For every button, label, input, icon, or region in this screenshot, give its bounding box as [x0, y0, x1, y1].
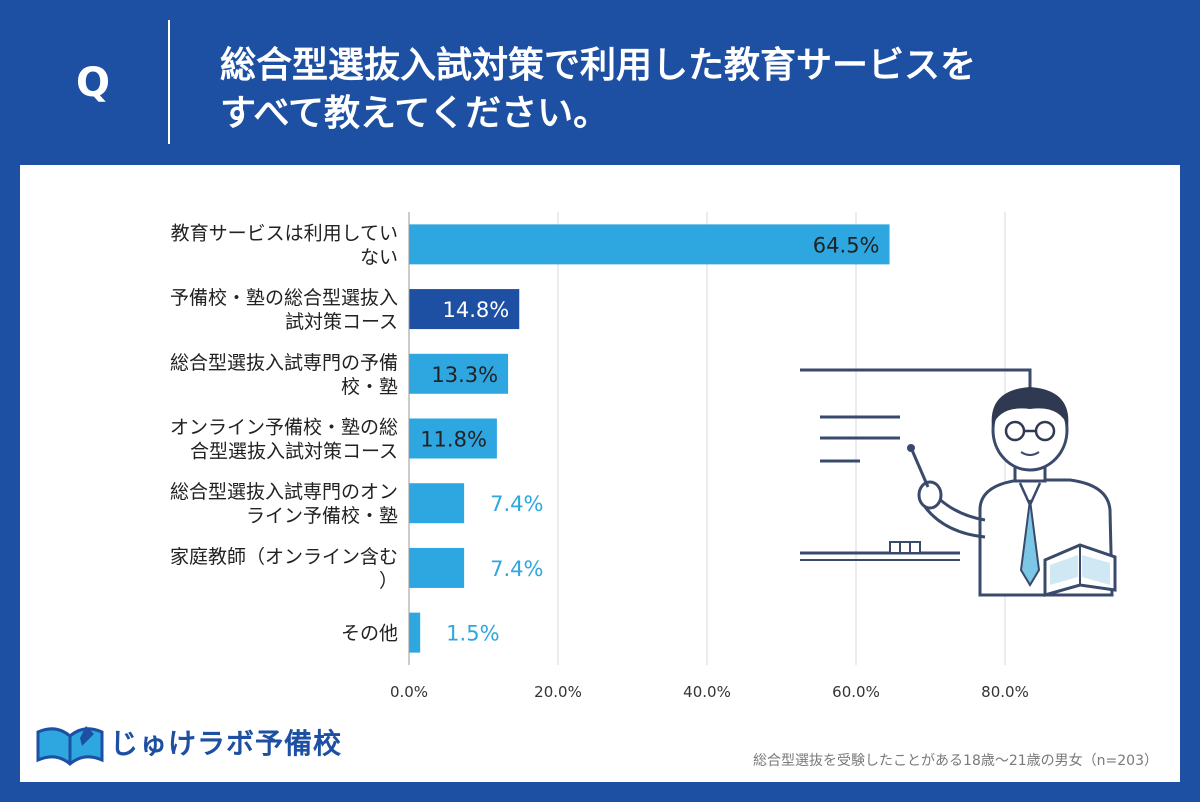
bars: 64.5% 14.8% 13.3% 11.8% 7.4% 7.4% 1.5% — [409, 224, 890, 653]
chart-panel: 64.5% 14.8% 13.3% 11.8% 7.4% 7.4% 1.5% 教育サービスは… — [20, 165, 1180, 782]
bar-value-label: 11.8% — [420, 428, 487, 452]
bar-value-label: 7.4% — [490, 492, 543, 516]
x-tick-label: 40.0% — [683, 683, 731, 701]
x-tick-label: 60.0% — [832, 683, 880, 701]
brand-logo: じゅけラボ予備校 — [34, 712, 341, 768]
category-label: その他 — [341, 623, 398, 645]
book-logo-icon — [36, 726, 104, 766]
bar — [409, 289, 520, 330]
category-label: 予備校・塾の総合型選抜入 — [170, 287, 398, 309]
bar-value-label: 1.5% — [446, 622, 499, 646]
bar-value-label: 14.8% — [443, 298, 510, 322]
bar-value-label: 64.5% — [813, 233, 880, 257]
x-tick-labels: 0.0% 20.0% 40.0% 60.0% 80.0% — [390, 683, 1029, 701]
teacher-illustration — [800, 368, 1117, 597]
bar — [409, 353, 509, 394]
bar — [409, 547, 465, 588]
category-label: ライン予備校・塾 — [246, 505, 398, 527]
question-text: 総合型選抜入試対策で利用した教育サービスを すべて教えてください。 — [220, 42, 1120, 138]
category-label: 家庭教師（オンライン含む — [170, 546, 398, 568]
category-label: オンライン予備校・塾の総 — [170, 417, 398, 439]
x-tick-label: 0.0% — [390, 683, 428, 701]
bar — [409, 483, 465, 524]
category-label: 教育サービスは利用してい — [171, 222, 398, 244]
bar — [409, 612, 421, 653]
category-label: 総合型選抜入試専門の予備 — [170, 352, 398, 374]
brand-name: じゅけラボ予備校 — [110, 727, 343, 760]
bar — [409, 418, 497, 459]
category-label: ない — [360, 246, 398, 268]
bar-value-label: 13.3% — [431, 363, 498, 387]
bar-value-label: 7.4% — [490, 557, 543, 581]
gridlines — [557, 212, 1006, 665]
x-tick-label: 20.0% — [534, 683, 582, 701]
category-label: 試対策コース — [285, 311, 398, 333]
category-labels: 教育サービスは利用していない予備校・塾の総合型選抜入試対策コース総合型選抜入試専… — [170, 222, 398, 644]
header: Q 総合型選抜入試対策で利用した教育サービスを すべて教えてください。 — [0, 0, 1200, 165]
question-label: Q — [75, 60, 110, 106]
category-label: ） — [379, 570, 398, 592]
divider — [168, 20, 170, 144]
bar — [409, 224, 890, 265]
question-line-1: 総合型選抜入試対策で利用した教育サービスを — [220, 45, 977, 86]
footnote: 総合型選抜を受験したことがある18歳〜21歳の男女（n=203） — [753, 753, 1158, 769]
category-label: 総合型選抜入試専門のオン — [170, 481, 398, 503]
bar-chart: 64.5% 14.8% 13.3% 11.8% 7.4% 7.4% 1.5% 教育サービスは… — [170, 212, 1117, 701]
x-tick-label: 80.0% — [981, 683, 1029, 701]
category-label: 合型選抜入試対策コース — [190, 441, 398, 463]
category-label: 校・塾 — [341, 376, 398, 398]
question-line-2: すべて教えてください。 — [220, 93, 610, 134]
